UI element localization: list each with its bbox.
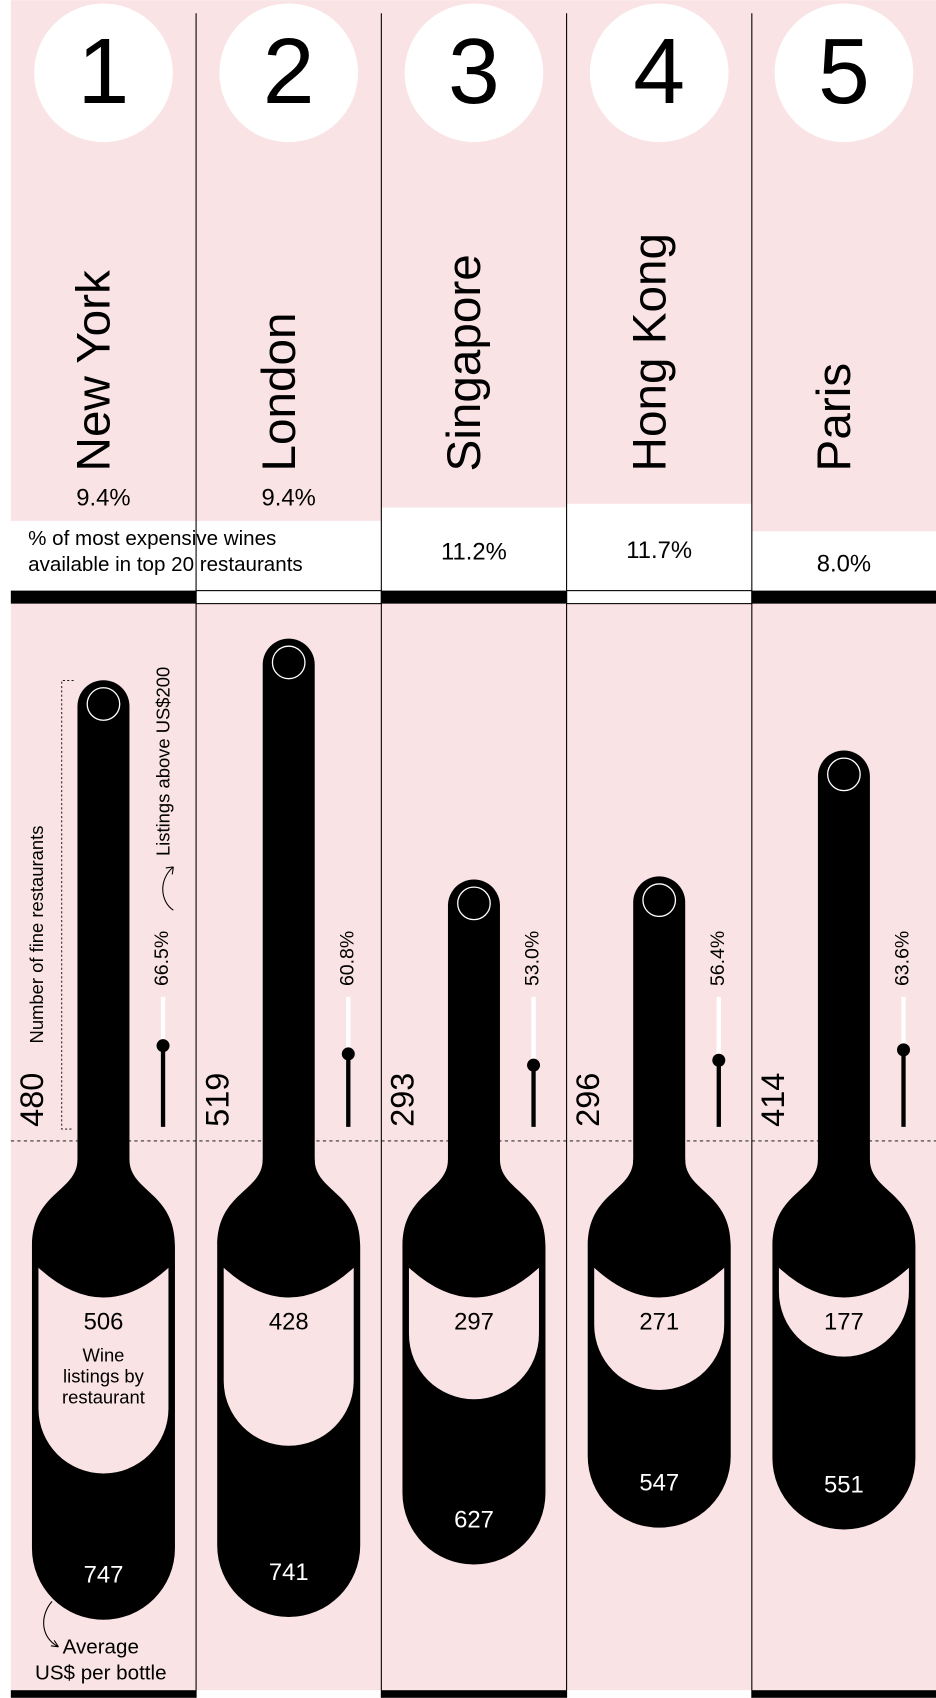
share-label: available in top 20 restaurants (28, 553, 303, 576)
listings-value: 428 (269, 1308, 309, 1335)
slider-dot (897, 1043, 910, 1057)
restaurants-value: 480 (14, 1073, 50, 1127)
price-value: 547 (639, 1470, 679, 1497)
restaurants-value: 414 (755, 1073, 791, 1127)
share-box (196, 520, 382, 591)
neck-ring (457, 886, 491, 921)
above200-label: Listings above US$200 (153, 667, 174, 856)
listings-label: restaurant (62, 1387, 145, 1408)
rank-circle (219, 3, 359, 143)
bottle-neck (817, 750, 870, 1203)
bottle-neck (262, 638, 315, 1203)
neck-ring (642, 883, 677, 918)
above200-value: 53.0% (522, 931, 544, 986)
slider-dot (156, 1039, 170, 1053)
city-name: New York (68, 270, 121, 472)
rank: 4 (633, 19, 685, 123)
bottle-label (38, 1267, 169, 1474)
band (381, 590, 567, 604)
restaurants-value: 296 (570, 1073, 606, 1127)
arrow (162, 866, 174, 911)
rank: 1 (78, 19, 130, 123)
price-label: Average (63, 1635, 139, 1658)
rank-circle (589, 3, 729, 143)
neck-ring (827, 757, 861, 792)
band (10, 590, 197, 604)
bottle-label (223, 1267, 354, 1446)
price-value: 627 (454, 1506, 494, 1533)
rank-circle (404, 3, 544, 143)
above200-value: 60.8% (336, 931, 358, 986)
band (751, 590, 936, 604)
band (566, 1690, 752, 1698)
slider-dot (341, 1047, 355, 1061)
band (751, 1690, 936, 1698)
band (196, 1690, 382, 1698)
slider-dot (712, 1053, 726, 1067)
listings-value: 177 (824, 1308, 864, 1335)
restaurants-label: Number of fine restaurants (26, 826, 47, 1044)
share-box (566, 503, 752, 591)
bottle-neck (447, 879, 500, 1203)
share-value: 8.0% (817, 551, 871, 578)
rank-circle (774, 3, 914, 143)
city-name: Paris (808, 363, 861, 472)
share-value: 9.4% (262, 484, 316, 511)
neck-ring (86, 687, 121, 721)
share-label: % of most expensive wines (28, 527, 276, 550)
listings-value: 297 (454, 1308, 494, 1335)
band (10, 1690, 197, 1698)
band (381, 1690, 567, 1698)
bottle-label (778, 1267, 909, 1357)
share-box (751, 531, 936, 591)
city-name: Singapore (438, 254, 491, 471)
above200-value: 56.4% (707, 931, 729, 986)
share-value: 9.4% (76, 484, 130, 511)
listings-value: 506 (84, 1308, 124, 1335)
city-name: Hong Kong (623, 233, 676, 471)
share-value: 11.2% (441, 539, 507, 566)
rank: 2 (263, 19, 315, 123)
bottle-neck (633, 876, 686, 1203)
price-value: 741 (269, 1559, 309, 1586)
restaurants-value: 519 (199, 1073, 235, 1127)
listings-label: Wine (82, 1344, 124, 1365)
price-value: 747 (84, 1562, 124, 1589)
band (566, 590, 753, 605)
share-box (381, 507, 567, 591)
listings-label: listings by (63, 1366, 145, 1387)
slider-dot (527, 1058, 541, 1072)
listings-value: 271 (639, 1308, 679, 1335)
bracket (61, 680, 74, 1130)
neck-ring (271, 645, 306, 680)
rank: 5 (818, 19, 870, 123)
bottle-neck (77, 680, 130, 1203)
bottle-label (408, 1267, 539, 1400)
price-label: US$ per bottle (35, 1661, 167, 1684)
bottle-label (594, 1267, 725, 1391)
above200-value: 66.5% (151, 931, 173, 986)
above200-value: 63.6% (892, 931, 914, 986)
share-box (10, 520, 197, 591)
rank: 3 (448, 19, 500, 123)
city-name: London (253, 312, 306, 471)
restaurants-value: 293 (385, 1073, 421, 1127)
rank-circle (34, 3, 173, 143)
share-value: 11.7% (626, 537, 692, 564)
arrow (43, 1601, 59, 1648)
price-value: 551 (824, 1471, 864, 1498)
band (195, 590, 382, 605)
